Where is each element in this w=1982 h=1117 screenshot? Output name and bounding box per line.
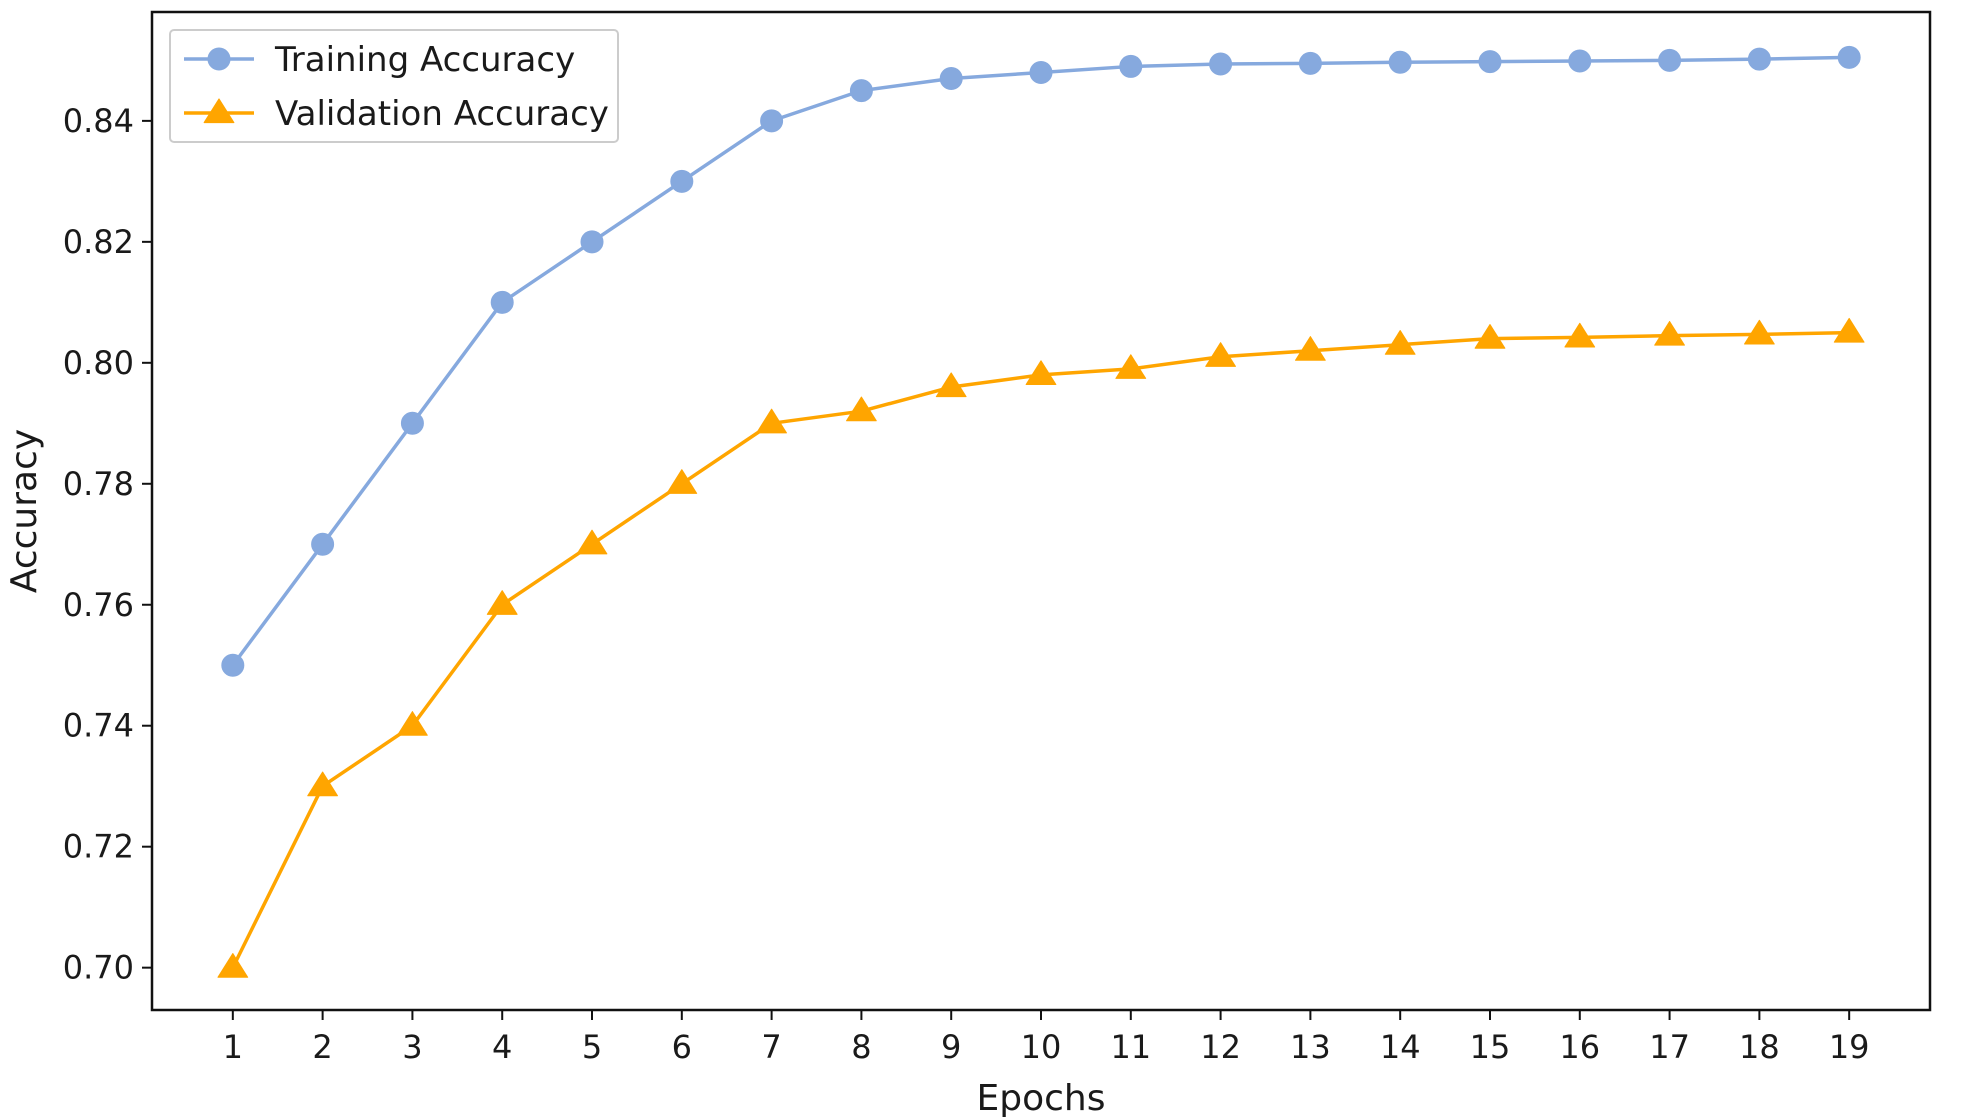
y-tick-label: 0.78 [63,465,134,503]
data-point-circle [1120,55,1142,77]
data-point-circle [1299,52,1321,74]
legend-label: Validation Accuracy [275,94,609,134]
y-tick-label: 0.80 [63,344,134,382]
x-tick-label: 12 [1200,1028,1241,1066]
data-point-circle [222,654,244,676]
data-point-circle [1748,48,1770,70]
data-point-circle [1838,46,1860,68]
x-tick-label: 6 [672,1028,692,1066]
y-tick-label: 0.84 [63,102,134,140]
data-point-circle [581,231,603,253]
legend: Training Accuracy Validation Accuracy [170,30,618,142]
x-axis-label: Epochs [977,1078,1106,1117]
x-tick-label: 11 [1110,1028,1151,1066]
data-point-circle [761,110,783,132]
x-tick-label: 16 [1559,1028,1600,1066]
data-point-circle [850,80,872,102]
x-tick-label: 14 [1380,1028,1421,1066]
x-tick-label: 18 [1739,1028,1780,1066]
x-tick-label: 8 [851,1028,871,1066]
data-point-circle [1389,51,1411,73]
data-point-circle [1210,53,1232,75]
x-tick-label: 4 [492,1028,512,1066]
y-tick-label: 0.72 [63,828,134,866]
x-tick-label: 13 [1290,1028,1331,1066]
data-point-circle [491,291,513,313]
legend-circle-marker [208,48,230,70]
y-axis-label: Accuracy [4,429,45,593]
data-point-circle [1659,49,1681,71]
data-point-circle [1569,50,1591,72]
legend-label: Training Accuracy [274,40,575,80]
x-tick-label: 10 [1021,1028,1062,1066]
data-point-circle [1030,61,1052,83]
x-tick-label: 5 [582,1028,602,1066]
y-tick-label: 0.70 [63,949,134,987]
x-tick-label: 3 [402,1028,422,1066]
x-tick-label: 19 [1829,1028,1870,1066]
x-tick-label: 15 [1470,1028,1511,1066]
y-tick-label: 0.82 [63,223,134,261]
data-point-circle [671,170,693,192]
x-tick-label: 2 [312,1028,332,1066]
x-tick-label: 9 [941,1028,961,1066]
data-point-circle [312,533,334,555]
x-tick-label: 1 [223,1028,243,1066]
x-tick-label: 17 [1649,1028,1690,1066]
data-point-circle [940,68,962,90]
y-tick-label: 0.74 [63,707,134,745]
data-point-circle [401,412,423,434]
y-tick-label: 0.76 [63,586,134,624]
data-point-circle [1479,51,1501,73]
x-tick-label: 7 [761,1028,781,1066]
